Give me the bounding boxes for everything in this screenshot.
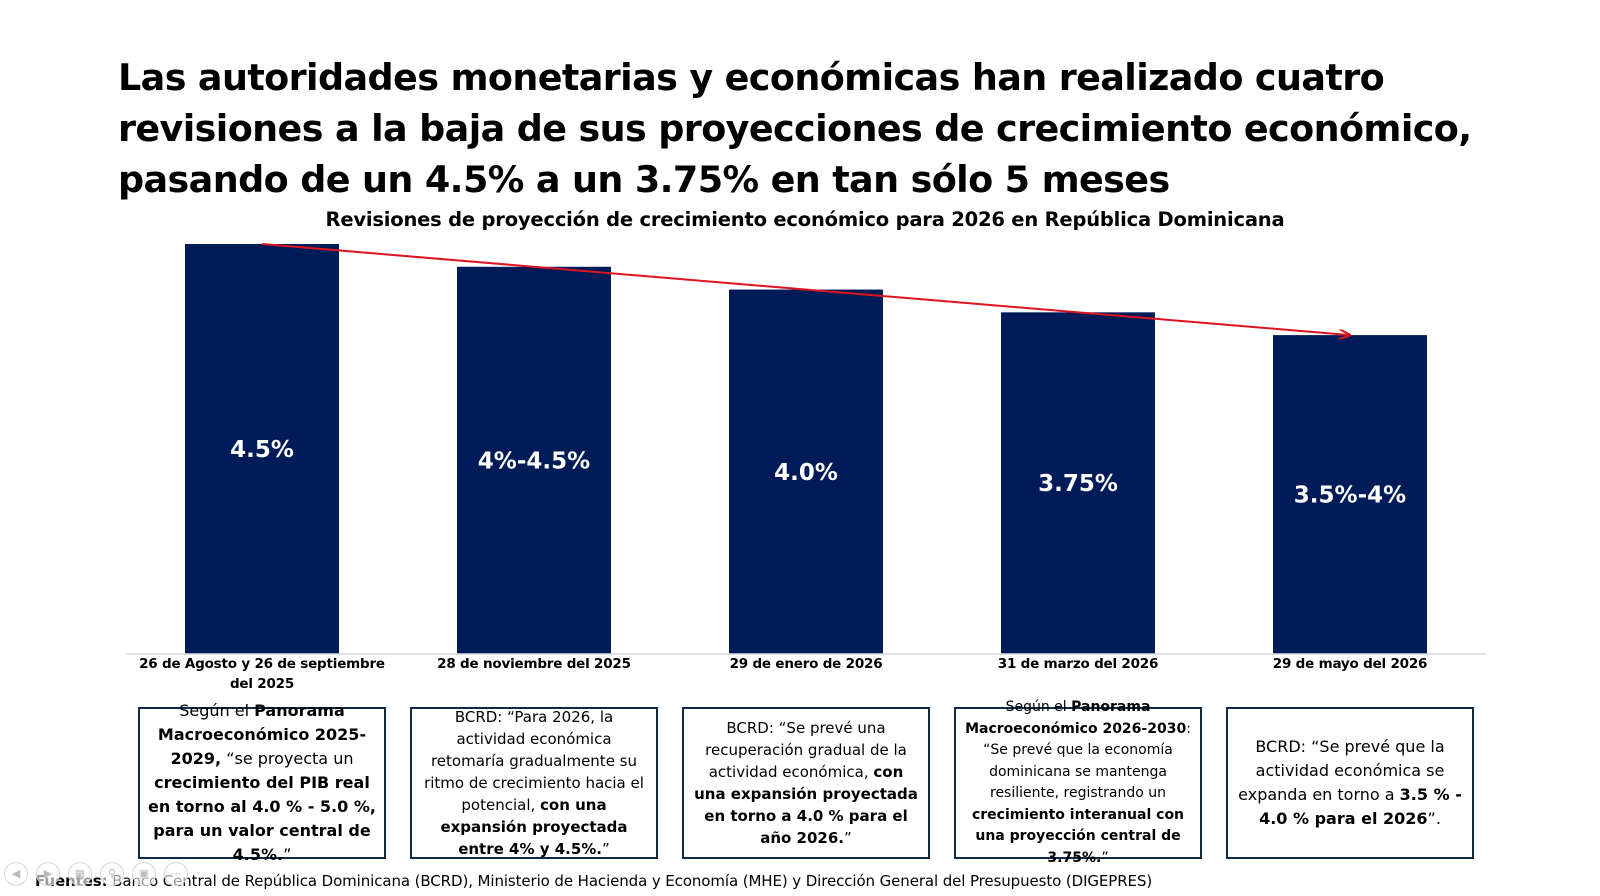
x-tick-label-2: 28 de noviembre del 2025: [437, 656, 631, 672]
bar-chart: 4.5% 4%-4.5% 4.0% 3.75% 3.5%-4%: [126, 243, 1486, 655]
bar-4: [1001, 312, 1155, 654]
bar-data-label-2: 4%-4.5%: [478, 448, 590, 474]
note-segment: Panorama Macroeconómico 2026-2030: [965, 699, 1187, 737]
zoom-icon[interactable]: ⚲: [100, 862, 124, 886]
bar-data-label-4: 3.75%: [1038, 471, 1118, 497]
video-icon[interactable]: ▣: [132, 862, 156, 886]
note-segment: ”: [283, 845, 292, 864]
x-tick-label-1: 26 de Agosto y 26 de septiembre del 2025: [139, 656, 385, 692]
note-text: BCRD: “Para 2026, la actividad económica…: [419, 706, 649, 860]
x-tick-label-3: 29 de enero de 2026: [729, 656, 883, 672]
footer-sources: Fuentes: Banco Central de República Domi…: [35, 872, 1152, 890]
note-segment: “se proyecta un: [221, 749, 354, 768]
bar-1: [185, 244, 339, 654]
note-box-5: BCRD: “Se prevé que la actividad económi…: [1226, 707, 1474, 859]
note-box-3: BCRD: “Se prevé una recuperación gradual…: [682, 707, 930, 859]
note-box-4: Según el Panorama Macroeconómico 2026-20…: [954, 699, 1202, 866]
note-text: Según el Panorama Macroeconómico 2026-20…: [963, 697, 1193, 869]
note-segment: ”: [602, 840, 610, 858]
footer-text: Banco Central de República Dominicana (B…: [107, 872, 1153, 890]
note-box-2: BCRD: “Para 2026, la actividad económica…: [410, 707, 658, 859]
bar-3: [729, 289, 883, 654]
note-segment: crecimiento interanual con una proyecció…: [971, 806, 1185, 866]
note-segment: Según el: [1005, 699, 1072, 715]
bar-2: [457, 266, 611, 654]
note-segment: : “Se prevé que la economía dominicana s…: [983, 720, 1191, 802]
note-text: BCRD: “Se prevé una recuperación gradual…: [691, 717, 921, 849]
note-text: BCRD: “Se prevé que la actividad económi…: [1235, 735, 1465, 831]
slideshow-controls: ◀ ▶ ▦ ⚲ ▣ ⋯: [4, 862, 196, 886]
note-segment: ”: [844, 829, 852, 847]
previous-icon[interactable]: ◀: [4, 862, 28, 886]
note-segment: con una expansión proyectada en torno a …: [694, 763, 918, 847]
note-segment: ”: [1101, 849, 1109, 866]
chart-title: Revisiones de proyección de crecimiento …: [325, 208, 1285, 231]
note-segment: crecimiento del PIB real en torno al 4.0…: [148, 773, 376, 864]
trend-arrow: [261, 243, 1350, 335]
note-segment: con una expansión proyectada entre 4% y …: [440, 796, 628, 858]
more-icon[interactable]: ⋯: [164, 862, 188, 886]
bar-data-label-1: 4.5%: [230, 437, 294, 463]
note-text: Según el Panorama Macroeconómico 2025-20…: [147, 699, 377, 867]
note-segment: 3.5 % - 4.0 % para el 2026: [1259, 785, 1462, 828]
bar-data-label-5: 3.5%-4%: [1294, 483, 1406, 509]
note-segment: Panorama Macroeconómico 2025-2029,: [157, 701, 367, 768]
x-tick-label-4: 31 de marzo del 2026: [997, 656, 1159, 672]
note-segment: BCRD: “Se prevé una recuperación gradual…: [705, 719, 907, 781]
x-tick-label-5: 29 de mayo del 2026: [1272, 656, 1428, 672]
note-segment: BCRD: “Para 2026, la actividad económica…: [424, 708, 644, 814]
next-icon[interactable]: ▶: [36, 862, 60, 886]
bar-data-label-3: 4.0%: [774, 460, 838, 486]
slide-title: Las autoridades monetarias y económicas …: [118, 56, 1472, 201]
bar-5: [1273, 335, 1427, 654]
note-segment: BCRD: “Se prevé que la actividad económi…: [1238, 737, 1445, 804]
note-box-1: Según el Panorama Macroeconómico 2025-20…: [138, 701, 386, 864]
slides-grid-icon[interactable]: ▦: [68, 862, 92, 886]
note-segment: ”.: [1427, 809, 1441, 828]
note-segment: Según el: [179, 701, 255, 720]
